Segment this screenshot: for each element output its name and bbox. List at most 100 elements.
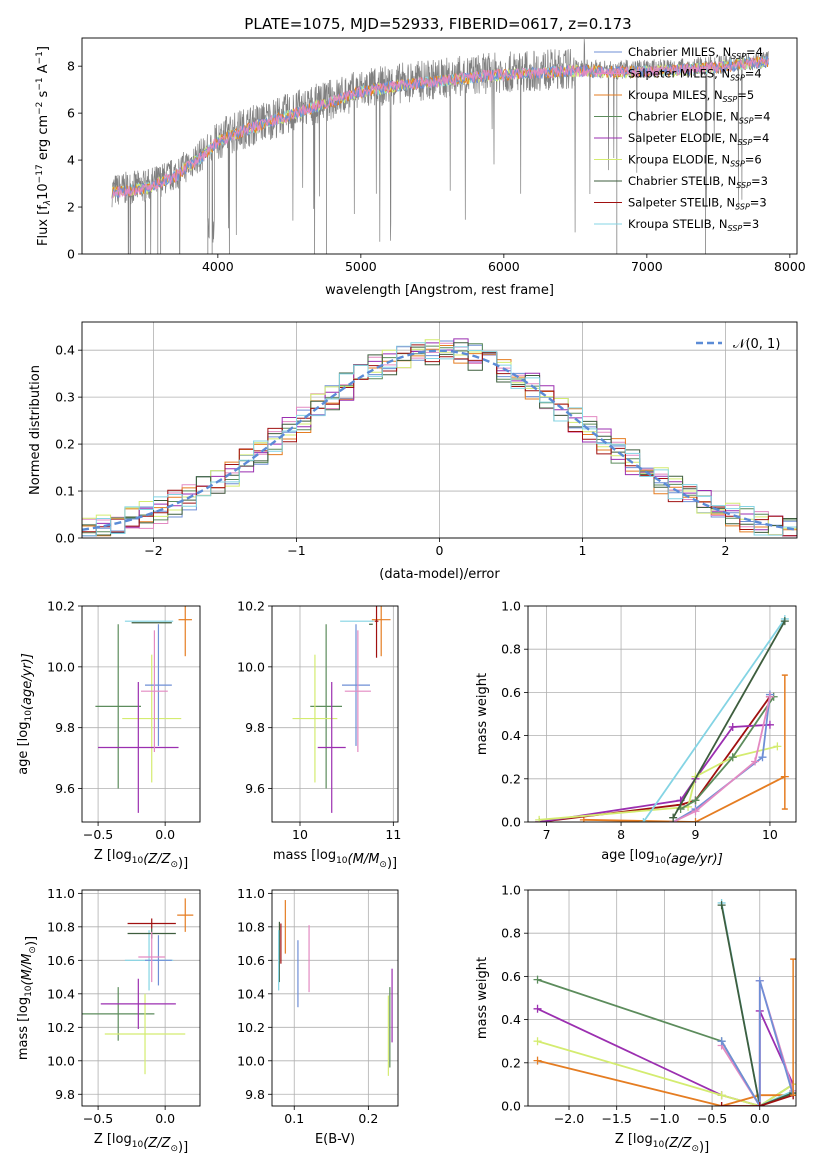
- x-tick-label: 0.2: [358, 1111, 378, 1126]
- errorbar-green: [82, 987, 155, 1041]
- plot-area: [533, 898, 796, 1106]
- errorbar-orange: [178, 606, 192, 657]
- weight-marker: [751, 757, 760, 766]
- errorbar-blue: [145, 935, 172, 986]
- weight-marker: [765, 720, 774, 729]
- y-tick-label: 10.4: [47, 986, 75, 1001]
- y-tick-label: 4: [67, 153, 75, 168]
- panel-age-vs-mass: 10 11 9.6 9.8 10.0 10.2 mass [log10(M/M⊙)]: [237, 599, 401, 872]
- grid: [272, 605, 398, 822]
- weight-line-purple: [537, 1007, 794, 1106]
- legend-entry: 𝒩(0, 1): [733, 337, 780, 352]
- errorbar-lime: [292, 654, 338, 783]
- weight-marker: [669, 813, 678, 822]
- axes-frame: [271, 889, 399, 1107]
- x-tick-label: −2.0: [554, 1111, 584, 1126]
- weight-line-pink: [720, 980, 794, 1106]
- legend-entry: Salpeter ELODIE, NSSP=4: [628, 131, 769, 147]
- errorbar-lime: [122, 654, 182, 783]
- y-axis-label: mass weight: [475, 957, 490, 1039]
- x-axis-label: Z [log10(Z/Z⊙)]: [94, 848, 188, 871]
- y-axis-label: age [log10(age/yr)]: [16, 653, 35, 775]
- spectrum-data-line: [111, 38, 769, 254]
- weight-marker: [533, 1037, 542, 1046]
- y-tick-label: 9.8: [245, 720, 265, 735]
- axes-frame: [81, 889, 201, 1107]
- y-tick-label: 11.0: [47, 886, 75, 901]
- plot-area: [82, 338, 797, 537]
- weight-marker: [691, 818, 700, 822]
- weight-line-darkred: [539, 696, 771, 822]
- panel-age-vs-z: −0.5 0.0 9.6 9.8 10.0 10.2 Z [log10(Z/Z⊙)] age …: [16, 599, 201, 871]
- axes-frame: [527, 605, 797, 823]
- y-tick-label: 10.0: [47, 659, 75, 674]
- x-tick-label: 7000: [631, 259, 663, 274]
- x-tick-label: 2: [722, 543, 730, 558]
- legend-entry: Chabrier STELIB, NSSP=3: [628, 174, 768, 190]
- y-tick-label: 6: [67, 106, 75, 121]
- y-tick-label: 10.8: [47, 919, 75, 934]
- grid: [82, 605, 200, 822]
- legend-entry: Salpeter STELIB, NSSP=3: [628, 196, 767, 212]
- x-tick-label: −0.5: [697, 1111, 727, 1126]
- y-axis-label: mass [log10(M/M⊙)]: [16, 936, 39, 1060]
- y-tick-label: 10.0: [237, 1053, 265, 1068]
- weight-marker: [717, 901, 726, 910]
- weight-marker: [780, 617, 789, 626]
- axes-frame: [271, 605, 399, 823]
- y-tick-label: 0.2: [55, 437, 75, 452]
- y-tick-label: 9.8: [55, 1087, 75, 1102]
- weight-marker: [773, 742, 782, 751]
- y-tick-label: 0.0: [501, 1099, 521, 1114]
- weight-marker: [535, 815, 544, 822]
- x-tick-label: 8: [617, 827, 625, 842]
- legend-entry: Kroupa MILES, NSSP=5: [628, 88, 754, 104]
- weight-marker: [691, 796, 700, 805]
- weight-marker: [758, 753, 767, 762]
- weight-line-blue: [720, 980, 794, 1106]
- errorbar-orange: [371, 606, 391, 657]
- grid: [528, 889, 796, 1107]
- weight-line-pink: [672, 696, 771, 822]
- x-tick-label: 10: [292, 827, 308, 842]
- y-tick-label: 0.0: [55, 531, 75, 546]
- y-tick-label: 0.1: [55, 484, 75, 499]
- grid: [82, 890, 200, 1106]
- panel-weight-vs-z: −2.0 −1.5 −1.0 −0.5 0.0 0.0 0.2 0.4 0.6 0.8 1.0 Z […: [475, 883, 797, 1155]
- x-axis-label: (data-model)/error: [379, 567, 500, 582]
- grid: [528, 605, 796, 823]
- weight-marker: [765, 692, 774, 701]
- y-tick-label: 0.2: [501, 771, 521, 786]
- errorbar-purple: [100, 978, 176, 1029]
- weight-marker: [533, 1004, 542, 1013]
- legend-entry: Chabrier ELODIE, NSSP=4: [628, 110, 770, 126]
- errorbar-purple: [98, 682, 179, 813]
- errorbar-blue: [145, 624, 172, 746]
- errorbar-darkred: [374, 606, 379, 658]
- y-tick-label: 10.2: [237, 599, 265, 614]
- x-tick-label: 1: [579, 543, 587, 558]
- errorbar-pink: [141, 630, 168, 753]
- weight-line-dkgreen: [720, 904, 794, 1106]
- x-tick-label: 0: [436, 543, 444, 558]
- errorbar-pink: [344, 630, 371, 753]
- x-tick-label: 8000: [774, 259, 806, 274]
- legend-entry: Kroupa ELODIE, NSSP=6: [628, 153, 762, 169]
- x-axis-label: age [log10(age/yr)]: [601, 848, 723, 867]
- x-tick-label: 0.1: [284, 1111, 304, 1126]
- x-tick-label: 4000: [202, 259, 234, 274]
- x-tick-label: −0.5: [83, 827, 113, 842]
- x-tick-label: −2: [144, 543, 162, 558]
- y-tick-label: 9.6: [245, 781, 265, 796]
- x-tick-label: 0.0: [155, 1111, 175, 1126]
- weight-marker: [533, 1056, 542, 1065]
- x-tick-label: −1.0: [649, 1111, 679, 1126]
- errorbar-green: [95, 624, 141, 789]
- weight-marker: [717, 1102, 726, 1106]
- errorbar-pink: [138, 931, 166, 983]
- plot-area: [82, 898, 194, 1075]
- x-tick-label: 9: [692, 827, 700, 842]
- x-axis-label: mass [log10(M/M⊙)]: [273, 848, 397, 871]
- y-tick-label: 0.2: [501, 1055, 521, 1070]
